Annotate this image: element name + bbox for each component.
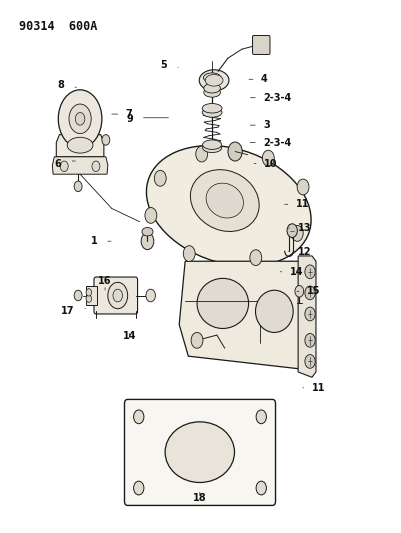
- Circle shape: [255, 481, 266, 495]
- FancyBboxPatch shape: [124, 399, 275, 505]
- Circle shape: [101, 135, 109, 145]
- Text: 3: 3: [263, 120, 270, 130]
- Text: 10: 10: [264, 159, 277, 168]
- Ellipse shape: [255, 290, 292, 333]
- Circle shape: [296, 179, 308, 195]
- FancyBboxPatch shape: [252, 36, 269, 54]
- Polygon shape: [52, 157, 107, 174]
- Text: 14: 14: [290, 267, 303, 277]
- Ellipse shape: [67, 138, 93, 153]
- Circle shape: [183, 246, 194, 262]
- Circle shape: [286, 224, 297, 238]
- Ellipse shape: [206, 183, 243, 218]
- Circle shape: [195, 146, 207, 162]
- Circle shape: [141, 233, 154, 249]
- Circle shape: [69, 104, 91, 134]
- Circle shape: [146, 289, 155, 302]
- Ellipse shape: [199, 70, 229, 91]
- Ellipse shape: [146, 146, 310, 266]
- Circle shape: [86, 295, 91, 302]
- Text: 16: 16: [98, 276, 111, 286]
- Circle shape: [227, 142, 242, 161]
- Bar: [86, 286, 97, 305]
- Polygon shape: [56, 135, 103, 157]
- Circle shape: [294, 286, 303, 297]
- Ellipse shape: [203, 84, 220, 93]
- Ellipse shape: [142, 228, 153, 236]
- Circle shape: [304, 334, 314, 347]
- Circle shape: [190, 333, 203, 348]
- Circle shape: [113, 289, 122, 302]
- Circle shape: [75, 112, 85, 125]
- Text: 11: 11: [296, 199, 309, 209]
- Text: 15: 15: [306, 286, 320, 296]
- Text: 1: 1: [91, 236, 98, 246]
- Text: 8: 8: [57, 79, 64, 90]
- Text: 17: 17: [61, 306, 75, 316]
- Text: 11: 11: [311, 383, 325, 393]
- Text: 9: 9: [127, 114, 133, 124]
- Text: 2-3-4: 2-3-4: [263, 93, 291, 103]
- Text: 6: 6: [55, 159, 61, 168]
- Circle shape: [249, 250, 261, 265]
- Text: 18: 18: [192, 492, 206, 503]
- Circle shape: [74, 290, 82, 301]
- Circle shape: [60, 161, 68, 172]
- Circle shape: [255, 410, 266, 424]
- Ellipse shape: [202, 143, 221, 152]
- Circle shape: [262, 150, 273, 166]
- Text: 5: 5: [160, 60, 167, 70]
- Ellipse shape: [202, 103, 221, 113]
- Circle shape: [154, 171, 166, 186]
- Circle shape: [304, 286, 314, 300]
- Circle shape: [304, 307, 314, 321]
- Polygon shape: [298, 256, 315, 377]
- Ellipse shape: [203, 88, 220, 97]
- Ellipse shape: [190, 169, 259, 231]
- Circle shape: [144, 207, 156, 223]
- Circle shape: [133, 481, 144, 495]
- Polygon shape: [179, 261, 309, 369]
- FancyBboxPatch shape: [94, 277, 137, 314]
- Text: 90314  600A: 90314 600A: [18, 20, 97, 33]
- Text: 13: 13: [298, 223, 311, 233]
- Circle shape: [304, 354, 314, 368]
- Text: 2-3-4: 2-3-4: [263, 138, 291, 148]
- Ellipse shape: [205, 75, 223, 86]
- Ellipse shape: [203, 73, 220, 83]
- Circle shape: [304, 265, 314, 279]
- Text: 7: 7: [126, 109, 132, 118]
- Ellipse shape: [165, 422, 234, 482]
- Circle shape: [92, 161, 100, 172]
- Circle shape: [58, 90, 101, 148]
- Text: 4: 4: [260, 74, 267, 84]
- Text: 12: 12: [298, 247, 311, 257]
- Text: 14: 14: [123, 331, 136, 341]
- Circle shape: [86, 289, 91, 296]
- Circle shape: [74, 181, 82, 191]
- Ellipse shape: [196, 278, 248, 328]
- Circle shape: [133, 410, 144, 424]
- Ellipse shape: [202, 108, 221, 117]
- Circle shape: [291, 225, 302, 241]
- Ellipse shape: [202, 140, 221, 149]
- Circle shape: [107, 282, 128, 309]
